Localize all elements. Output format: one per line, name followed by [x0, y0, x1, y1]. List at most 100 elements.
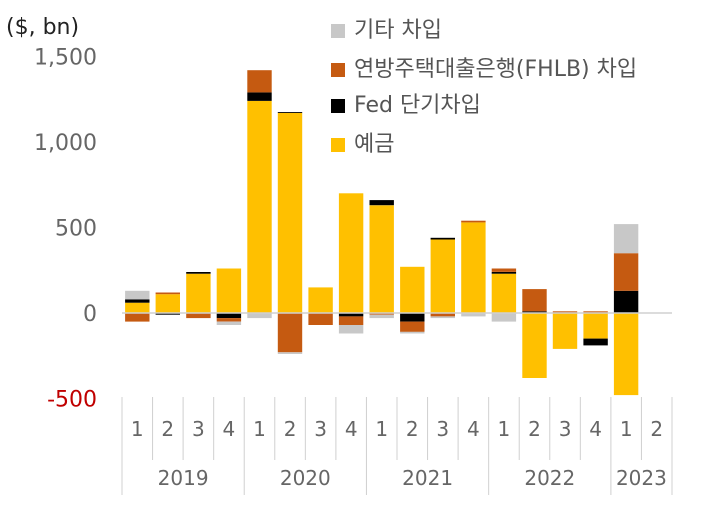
- x-tick-label: 1: [375, 417, 388, 441]
- x-tick-label: 1: [131, 417, 144, 441]
- legend-swatch: [331, 138, 345, 152]
- bar-segment: [308, 313, 333, 325]
- bar-segment: [369, 205, 394, 313]
- x-tick-label: 1: [253, 417, 266, 441]
- bar-segment: [613, 290, 639, 313]
- bar-segment: [583, 313, 608, 339]
- y-axis: 1,500 1,000 500 0 -500: [34, 46, 97, 413]
- unit-label: ($, bn): [6, 15, 79, 40]
- x-tick-label: 2: [161, 417, 174, 441]
- bar-segment: [613, 313, 639, 396]
- bar-segment: [400, 266, 425, 313]
- legend-swatch: [331, 63, 345, 77]
- bar-segment: [247, 101, 272, 313]
- bar-segment: [155, 292, 180, 295]
- bar-segment: [400, 331, 425, 334]
- bar-segment: [522, 313, 547, 378]
- year-label: 2023: [616, 466, 667, 490]
- bar-segment: [338, 316, 364, 325]
- bar-segment: [125, 299, 150, 303]
- bar-segment: [216, 318, 242, 322]
- bar-segment: [277, 352, 303, 354]
- bar-segment: [522, 289, 547, 312]
- x-tick-label: 3: [192, 417, 205, 441]
- legend-swatch: [331, 24, 345, 38]
- bar-segment: [522, 311, 547, 313]
- bar-segment: [400, 313, 425, 322]
- bar-segment: [583, 338, 608, 346]
- bar-segment: [247, 313, 272, 319]
- bar-segment: [369, 313, 394, 315]
- x-tick-label: 2: [284, 417, 297, 441]
- bar-segment: [186, 272, 211, 274]
- y-tick-label: 0: [83, 302, 97, 327]
- bar-segment: [247, 92, 272, 101]
- bar-segment: [461, 313, 486, 317]
- bar-segment: [277, 112, 303, 113]
- x-tick-label: 2: [650, 417, 663, 441]
- bar-segment: [369, 314, 394, 319]
- bar-segment: [491, 268, 517, 272]
- bar-segment: [186, 273, 211, 313]
- x-tick-label: 4: [223, 417, 236, 441]
- bar-segment: [552, 313, 578, 349]
- legend-label: Fed 단기차입: [354, 93, 481, 118]
- bar-segment: [155, 294, 180, 313]
- year-label: 2022: [524, 466, 575, 490]
- bar-segment: [338, 193, 364, 313]
- x-tick-label: 2: [528, 417, 541, 441]
- bar-segment: [491, 313, 517, 322]
- legend-label: 기타 차입: [354, 18, 442, 43]
- bar-segment: [552, 311, 578, 313]
- bar-segment: [216, 321, 242, 325]
- bar-segment: [155, 313, 180, 315]
- bar-segment: [491, 273, 517, 313]
- y-tick-label: 1,500: [34, 46, 97, 71]
- year-label: 2020: [280, 466, 331, 490]
- x-tick-label: 4: [345, 417, 358, 441]
- y-tick-label: 1,000: [34, 131, 97, 156]
- bar-segment: [216, 268, 242, 313]
- bar-segment: [369, 200, 394, 206]
- bar-segment: [338, 313, 364, 317]
- legend-swatch: [331, 99, 345, 113]
- bar-segment: [277, 112, 303, 314]
- bars: [125, 70, 639, 396]
- bar-segment: [216, 313, 242, 319]
- x-tick-label: 1: [620, 417, 633, 441]
- x-tick-label: 3: [314, 417, 327, 441]
- bar-segment: [430, 316, 455, 319]
- x-tick-label: 2: [406, 417, 419, 441]
- year-label: 2021: [402, 466, 453, 490]
- bar-segment: [491, 272, 517, 274]
- x-tick-label: 4: [589, 417, 602, 441]
- x-tick-label: 3: [436, 417, 449, 441]
- bar-segment: [583, 311, 608, 313]
- bar-segment: [247, 70, 272, 93]
- bar-segment: [308, 287, 333, 313]
- bar-segment: [277, 313, 303, 353]
- x-tick-label: 4: [467, 417, 480, 441]
- x-tick-label: 1: [498, 417, 511, 441]
- bar-segment: [430, 237, 455, 240]
- y-tick-label: 500: [55, 217, 97, 242]
- legend-label: 예금: [354, 132, 394, 157]
- bar-segment: [125, 290, 150, 300]
- x-tick-label: 3: [559, 417, 572, 441]
- legend-label: 연방주택대출은행(FHLB) 차입: [354, 57, 637, 82]
- bar-segment: [338, 325, 364, 334]
- bar-segment: [613, 253, 639, 291]
- y-tick-label: -500: [47, 388, 97, 413]
- bar-segment: [186, 313, 211, 319]
- bar-segment: [125, 302, 150, 313]
- bar-segment: [400, 321, 425, 332]
- bar-segment: [430, 239, 455, 313]
- bar-segment: [461, 220, 486, 223]
- bar-segment: [430, 313, 455, 317]
- bar-segment: [125, 313, 150, 322]
- year-label: 2019: [158, 466, 209, 490]
- bar-segment: [461, 222, 486, 313]
